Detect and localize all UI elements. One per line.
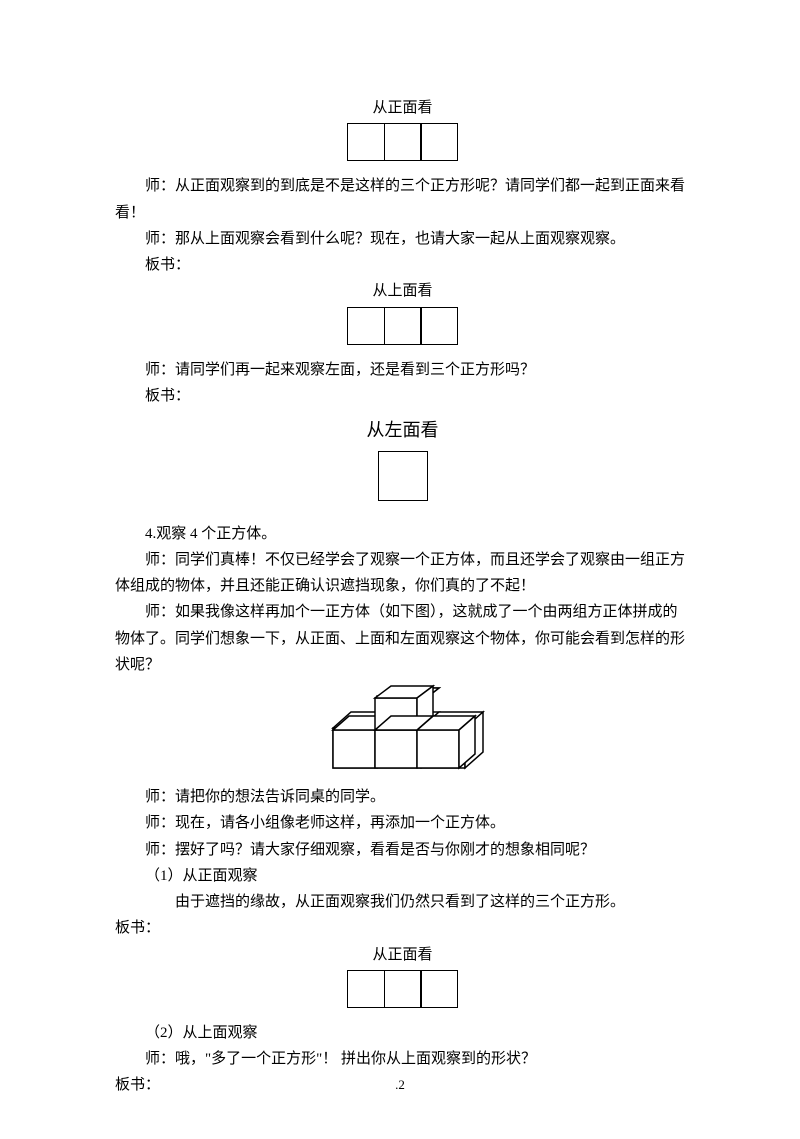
caption-left-1: 从左面看 <box>115 415 690 447</box>
caption-front-1: 从正面看 <box>115 95 690 121</box>
body-text: 4.观察 4 个正方体。 <box>115 521 690 547</box>
caption-top-1: 从上面看 <box>115 278 690 304</box>
body-text: 由于遮挡的缘故，从正面观察我们仍然只看到了这样的三个正方形。 <box>115 889 690 915</box>
caption-front-2: 从正面看 <box>115 942 690 968</box>
body-text: 师：请同学们再一起来观察左面，还是看到三个正方形吗？ <box>115 357 690 383</box>
page-content: 从正面看 师：从正面观察到的到底是不是这样的三个正方形呢？请同学们都一起到正面来… <box>0 0 800 1139</box>
page-number: .2 <box>0 1074 800 1097</box>
squares-top-1 <box>115 307 690 345</box>
body-text: 师：从正面观察到的到底是不是这样的三个正方形呢？请同学们都一起到正面来看看！ <box>115 173 690 226</box>
square-cell <box>347 970 385 1008</box>
body-text: （2）从上面观察 <box>115 1020 690 1046</box>
square-cell <box>384 307 422 345</box>
isometric-cubes <box>303 684 503 774</box>
body-text: 师：请把你的想法告诉同桌的同学。 <box>115 784 690 810</box>
body-text: 师：如果我像这样再加个一正方体（如下图），这就成了一个由两组方正体拼成的物体了。… <box>115 599 690 678</box>
body-text: （1）从正面观察 <box>115 863 690 889</box>
squares-front-2 <box>115 970 690 1008</box>
square-cell-large <box>378 451 428 501</box>
body-text: 板书： <box>115 252 690 278</box>
squares-left-1 <box>115 451 690 501</box>
body-text: 板书： <box>115 915 690 941</box>
body-text: 板书： <box>115 383 690 409</box>
square-cell <box>384 123 422 161</box>
square-cell <box>347 307 385 345</box>
body-text: 师：现在，请各小组像老师这样，再添加一个正方体。 <box>115 810 690 836</box>
body-text: 师：摆好了吗？请大家仔细观察，看看是否与你刚才的想象相同呢？ <box>115 837 690 863</box>
body-text: 师：那从上面观察会看到什么呢？现在，也请大家一起从上面观察观察。 <box>115 226 690 252</box>
body-text: 师：同学们真棒！不仅已经学会了观察一个正方体，而且还学会了观察由一组正方体组成的… <box>115 547 690 600</box>
square-cell <box>347 123 385 161</box>
square-cell <box>420 307 458 345</box>
square-cell <box>384 970 422 1008</box>
squares-front-1 <box>115 123 690 161</box>
body-text: 师：哦，"多了一个正方形"！ 拼出你从上面观察到的形状？ <box>115 1046 690 1072</box>
square-cell <box>420 123 458 161</box>
square-cell <box>420 970 458 1008</box>
